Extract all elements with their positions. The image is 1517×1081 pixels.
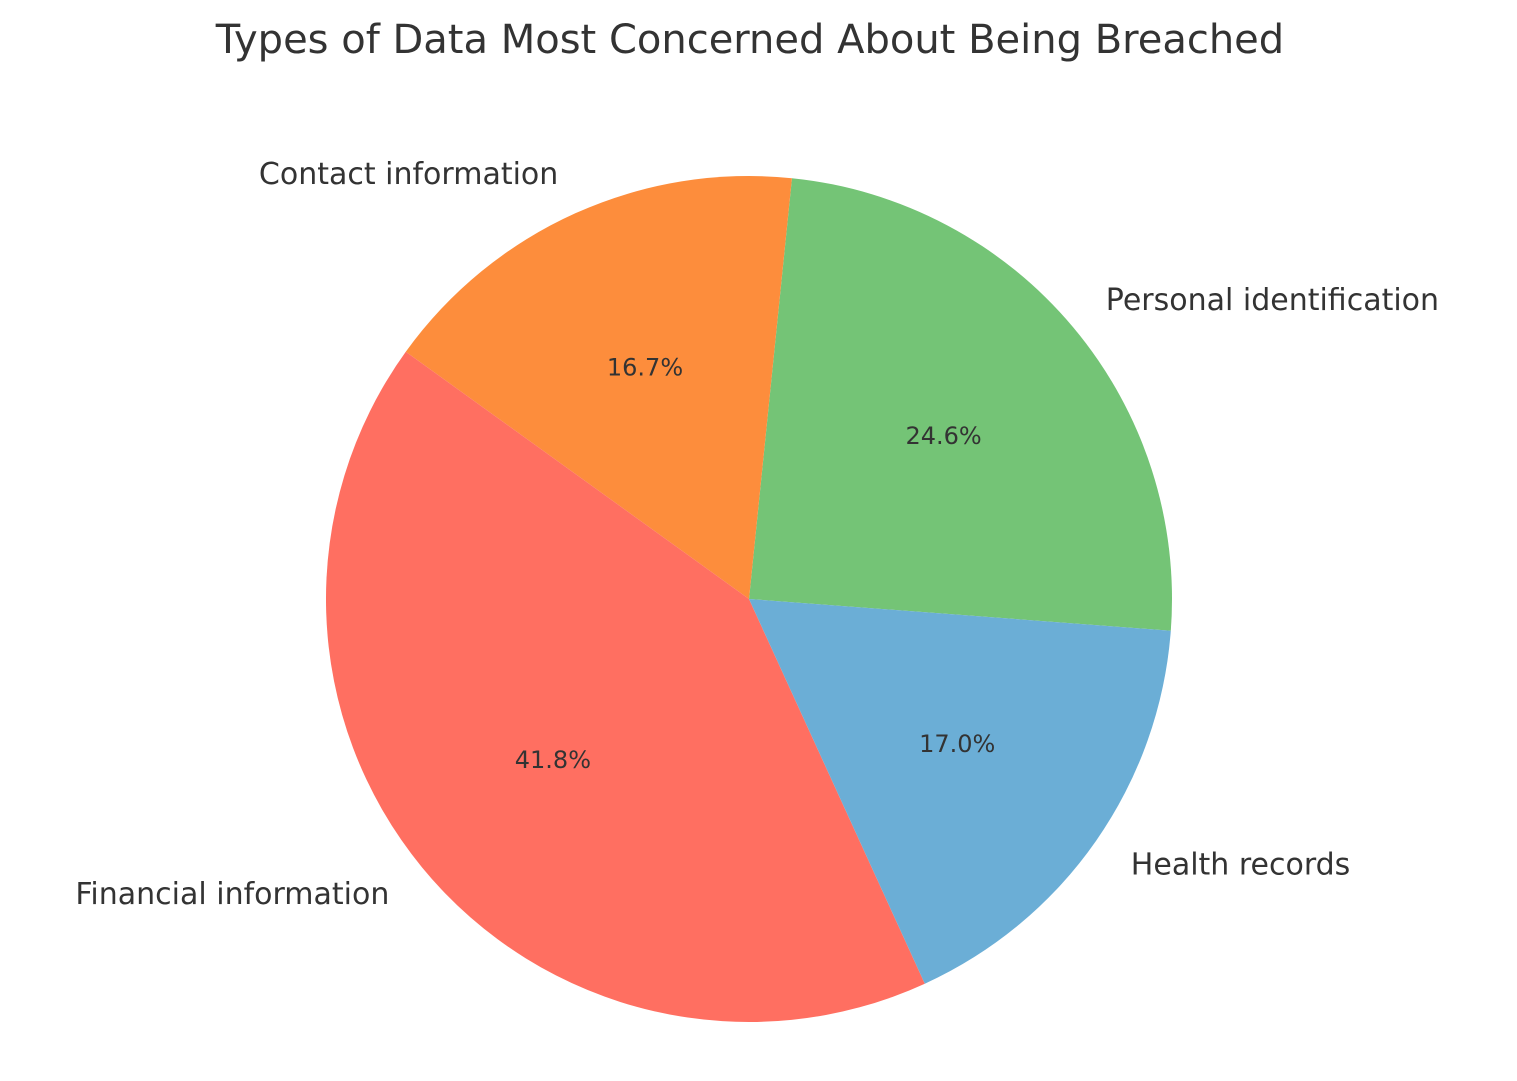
pct-label-personal-identification: 24.6% [905,422,981,450]
pct-label-financial-information: 41.8% [515,746,591,774]
category-label-health-records: Health records [1131,848,1351,883]
pie-slice-personal-identification [749,178,1173,631]
pct-label-health-records: 17.0% [919,730,995,758]
pie-slice-financial-information [325,351,925,1023]
pie-slice-contact-information [405,176,792,600]
pie-slices [325,176,1173,1023]
category-label-contact-information: Contact information [259,157,558,192]
chart-title: Types of Data Most Concerned About Being… [215,17,1284,63]
category-label-financial-information: Financial information [75,877,389,912]
pie-slice-health-records [749,599,1171,984]
pie-labels: 24.6% Personal identification 16.7% Contact… [75,157,1439,912]
pct-label-contact-information: 16.7% [607,354,683,382]
category-label-personal-identification: Personal identification [1106,283,1439,318]
